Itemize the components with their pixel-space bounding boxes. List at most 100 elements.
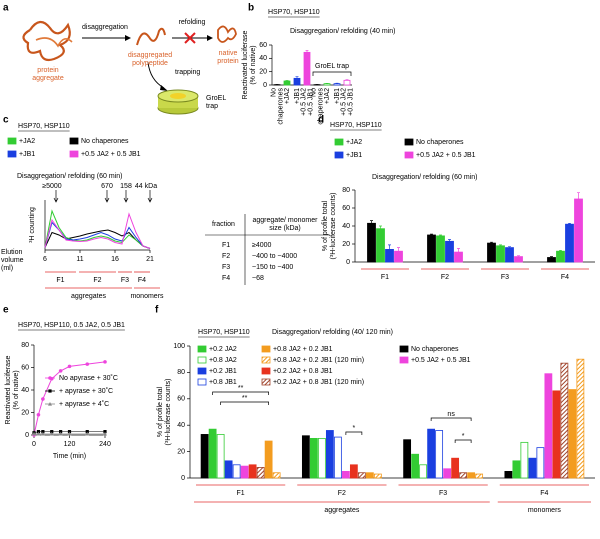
bar xyxy=(376,228,385,263)
step-label: disaggregation xyxy=(82,24,128,31)
error-bar xyxy=(439,234,442,236)
legend-swatch xyxy=(334,151,344,159)
x-tick-label: chaperones xyxy=(317,88,324,125)
legend-label: +0.5 JA2 + 0.5 JB1 xyxy=(416,152,476,159)
arrowhead xyxy=(125,35,131,41)
bar xyxy=(459,472,468,479)
bar xyxy=(357,472,366,479)
bar xyxy=(343,79,351,86)
table-cell: ~400 to ~4000 xyxy=(252,253,297,260)
legend-label: +0.2 JA2 xyxy=(209,346,237,353)
legend-swatch xyxy=(404,138,414,146)
annotation: 670 xyxy=(101,183,113,190)
x-axis-label: Time (min) xyxy=(53,453,86,460)
legend-label: +JB1 xyxy=(346,152,362,159)
arrowhead xyxy=(160,85,168,91)
bar xyxy=(283,80,291,86)
x-tick-label: 120 xyxy=(64,441,76,448)
bar xyxy=(272,472,281,479)
polypeptide-shape xyxy=(136,27,166,46)
point xyxy=(59,430,63,434)
x-axis-label: (ml) xyxy=(1,265,13,272)
bar xyxy=(568,389,577,479)
bar xyxy=(443,468,452,479)
fraction-label: F4 xyxy=(138,277,146,284)
panel-label: a xyxy=(3,3,9,14)
native-shape xyxy=(217,25,237,43)
bar xyxy=(547,257,556,263)
bar xyxy=(240,465,249,479)
error-bar xyxy=(508,246,511,248)
legend-swatch xyxy=(69,150,79,158)
y-tick-label: 40 xyxy=(177,422,185,429)
error-bar xyxy=(397,247,400,252)
point xyxy=(40,431,45,436)
y-tick-label: 80 xyxy=(21,342,29,349)
point xyxy=(36,431,41,436)
x-tick-label: +JA2 xyxy=(284,88,291,104)
legend-label: +0.2 JA2 + 0.8 JB1 (120 min) xyxy=(273,379,364,386)
significance-label: * xyxy=(462,433,465,440)
fraction-label: F2 xyxy=(93,277,101,284)
legend-label: +0.5 JA2 + 0.5 JB1 xyxy=(411,357,471,364)
x-tick-label: +0.5 JA2 xyxy=(340,88,347,116)
bar xyxy=(576,358,585,479)
fraction-label: F1 xyxy=(56,277,64,284)
diagram: disaggregation refolding trapping protei… xyxy=(22,19,239,115)
bar xyxy=(454,251,463,263)
point xyxy=(67,364,72,369)
x-tick-label: 6 xyxy=(43,256,47,263)
y-axis-label: (% of native) xyxy=(250,45,257,84)
point xyxy=(36,412,41,417)
legend-label: +JA2 xyxy=(19,138,35,145)
legend-label: +0.2 JB1 xyxy=(209,368,237,375)
aggregate-shape xyxy=(22,20,71,62)
node-label: native xyxy=(219,50,238,57)
bar xyxy=(556,250,565,263)
error-bar xyxy=(550,256,553,258)
point xyxy=(58,369,63,373)
x-tick-label: 16 xyxy=(111,256,119,263)
y-tick-label: 40 xyxy=(342,223,350,230)
legend-swatch xyxy=(197,378,207,386)
line xyxy=(44,212,151,249)
point xyxy=(67,430,72,434)
chart-subtitle: Disaggregation/ refolding (60 min) xyxy=(17,173,122,180)
legend-label: + apyrase + 4˚C xyxy=(59,400,109,408)
y-tick-label: 60 xyxy=(342,205,350,212)
bar xyxy=(451,457,460,479)
table-cell: ≥4000 xyxy=(252,242,272,249)
fraction-label: F3 xyxy=(121,277,129,284)
bar xyxy=(264,440,273,479)
group-label: aggregates xyxy=(324,507,360,514)
group-label: monomers xyxy=(528,507,562,514)
y-tick-label: 20 xyxy=(342,241,350,248)
error-bar xyxy=(490,241,493,244)
node-label: protein xyxy=(37,67,59,74)
legend-label: No chaperones xyxy=(416,139,464,146)
y-tick-label: 0 xyxy=(181,475,185,482)
legend-label: +0.5 JA2 + 0.5 JB1 xyxy=(81,151,141,158)
annotation-arrow xyxy=(123,190,129,203)
node-label: polypeptide xyxy=(132,60,168,67)
bar xyxy=(512,460,521,479)
y-tick-label: 40 xyxy=(21,387,29,394)
x-tick-label: F4 xyxy=(561,274,569,281)
panel-label: f xyxy=(155,305,159,316)
point xyxy=(85,430,89,434)
legend-swatch xyxy=(7,137,17,145)
bar xyxy=(333,83,341,86)
legend-swatch xyxy=(69,137,79,145)
legend-swatch xyxy=(197,345,207,353)
x-tick-label: No xyxy=(270,88,277,97)
bar xyxy=(301,435,310,479)
bar xyxy=(200,434,209,479)
bar xyxy=(232,464,241,479)
legend-swatch xyxy=(7,150,17,158)
legend-swatch xyxy=(261,367,271,375)
legend-label: +0.2 JA2 + 0.8 JB1 xyxy=(273,368,333,375)
bar xyxy=(560,362,569,479)
bar xyxy=(487,242,496,263)
point xyxy=(67,431,72,436)
